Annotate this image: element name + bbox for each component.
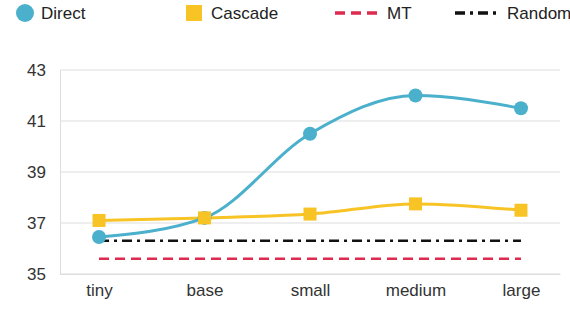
x-tick: small — [291, 274, 331, 300]
legend-swatch — [335, 11, 377, 15]
x-tick-label: small — [291, 281, 331, 300]
y-axis: 35 37 39 41 43 — [27, 61, 60, 284]
marker — [514, 204, 527, 217]
series-line — [99, 96, 521, 238]
marker — [92, 230, 106, 244]
marker — [409, 197, 422, 210]
series-line — [99, 204, 521, 221]
y-tick: 37 — [27, 214, 60, 233]
grid-line — [60, 70, 560, 71]
y-tick-label: 37 — [27, 214, 46, 233]
x-axis-line — [61, 274, 561, 275]
y-tick-label: 41 — [27, 112, 46, 131]
y-tick: 43 — [27, 61, 60, 80]
series-line — [99, 257, 521, 260]
x-tick: tiny — [86, 274, 113, 300]
x-axis: tiny base small medium large — [61, 274, 561, 300]
legend-item: Random — [455, 4, 570, 23]
legend-item: Cascade — [186, 4, 278, 23]
x-tick-label: base — [187, 281, 224, 300]
marker — [198, 211, 212, 225]
legend-item: Direct — [16, 4, 86, 23]
legend-item: MT — [335, 4, 412, 23]
legend-label: MT — [387, 4, 412, 23]
plot-area — [92, 89, 528, 259]
x-tick-label: medium — [386, 281, 446, 300]
chart: 35 37 39 41 43 tiny base small medium large Direct… — [0, 0, 570, 310]
legend: Direct Cascade MT Random — [16, 4, 570, 23]
y-tick: 35 — [27, 265, 60, 284]
y-tick-label: 35 — [27, 265, 46, 284]
y-tick-label: 39 — [27, 163, 46, 182]
y-tick: 41 — [27, 112, 60, 131]
marker — [198, 211, 211, 224]
marker — [93, 214, 106, 227]
legend-label: Cascade — [211, 4, 278, 23]
y-axis-line — [60, 71, 61, 275]
marker — [304, 208, 317, 221]
x-tick: base — [187, 274, 224, 300]
grid-line — [60, 172, 560, 173]
grid-line — [60, 121, 560, 122]
legend-label: Direct — [41, 4, 86, 23]
x-tick-label: tiny — [86, 281, 113, 300]
series-line — [99, 240, 521, 243]
legend-swatch — [186, 5, 202, 21]
y-tick: 39 — [27, 163, 60, 182]
marker — [408, 89, 422, 103]
grid — [60, 70, 560, 274]
marker — [514, 101, 528, 115]
legend-swatch — [16, 4, 34, 22]
marker — [303, 127, 317, 141]
x-tick-label: large — [503, 281, 541, 300]
grid-line — [60, 274, 560, 275]
x-tick: large — [503, 274, 541, 300]
x-tick: medium — [386, 274, 446, 300]
legend-swatch — [455, 11, 497, 15]
y-tick-label: 43 — [27, 61, 46, 80]
grid-line — [60, 223, 560, 224]
legend-label: Random — [507, 4, 570, 23]
